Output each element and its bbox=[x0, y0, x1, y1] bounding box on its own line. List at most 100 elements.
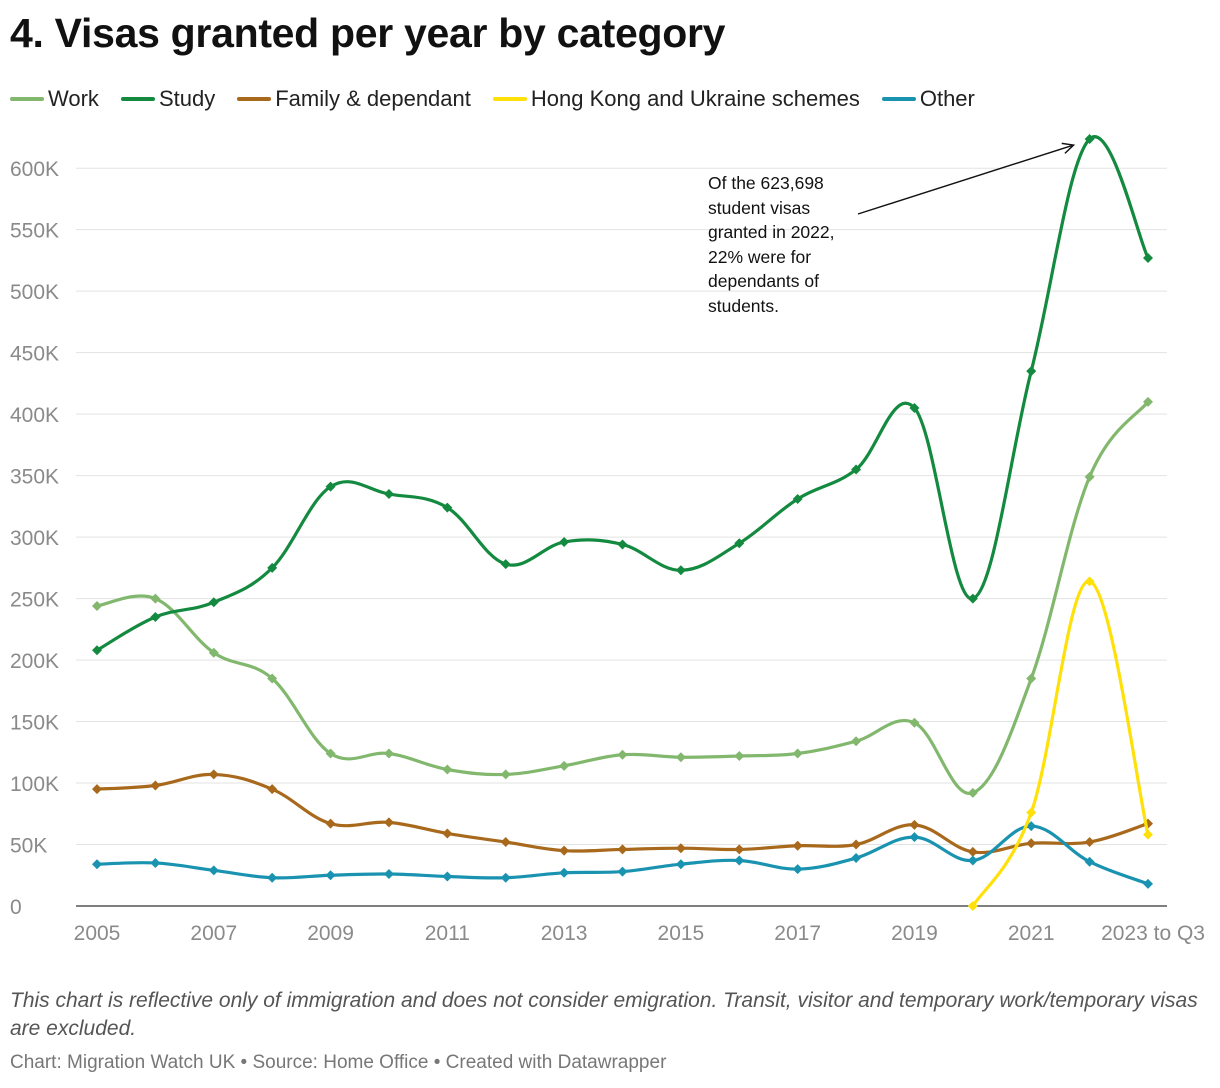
point-study-2019 bbox=[909, 402, 920, 413]
series-line-work bbox=[95, 400, 1150, 795]
point-study-2014 bbox=[617, 539, 628, 550]
point-work-2013 bbox=[559, 760, 570, 771]
point-hong-kong-and-ukraine-schemes-2023 bbox=[1143, 829, 1153, 840]
series-line-hong-kong-and-ukraine-schemes bbox=[971, 579, 1150, 908]
chart-credit: Chart: Migration Watch UK • Source: Home… bbox=[10, 1052, 667, 1073]
legend-label-other: Other bbox=[919, 86, 975, 111]
point-study-2010 bbox=[383, 489, 394, 500]
y-tick-label-550K: 550K bbox=[10, 220, 59, 243]
point-study-2008 bbox=[267, 562, 278, 573]
legend-item-work: Work bbox=[10, 86, 99, 112]
point-family-dependant-2008 bbox=[267, 784, 278, 795]
point-other-2013 bbox=[559, 867, 570, 878]
point-study-2023 bbox=[1143, 252, 1153, 263]
legend-item-other: Other bbox=[881, 86, 975, 112]
point-work-2008 bbox=[267, 673, 278, 684]
point-study-2006 bbox=[150, 612, 161, 623]
point-hong-kong-and-ukraine-schemes-2020 bbox=[967, 901, 978, 911]
chart-note: This chart is reflective only of immigra… bbox=[10, 989, 1198, 1040]
chart-title: 4. Visas granted per year by category bbox=[10, 10, 726, 56]
point-work-2019 bbox=[909, 717, 920, 728]
point-family-dependant-2009 bbox=[325, 818, 336, 829]
x-tick-label-2015: 2015 bbox=[658, 922, 705, 945]
point-work-2012 bbox=[500, 769, 511, 780]
point-work-2022 bbox=[1084, 471, 1095, 482]
point-work-2020 bbox=[967, 787, 978, 798]
y-tick-label-300K: 300K bbox=[10, 527, 59, 550]
point-study-2013 bbox=[559, 537, 570, 548]
point-other-2018 bbox=[851, 853, 862, 864]
y-tick-label-100K: 100K bbox=[10, 773, 59, 796]
point-work-2009 bbox=[325, 748, 336, 759]
legend-swatch-hk-ukraine bbox=[492, 97, 527, 101]
point-work-2014 bbox=[617, 749, 628, 760]
point-family-dependant-2019 bbox=[909, 819, 920, 830]
y-tick-label-250K: 250K bbox=[10, 589, 59, 612]
legend-swatch-work bbox=[10, 97, 44, 101]
point-family-dependant-2013 bbox=[559, 845, 570, 856]
point-other-2015 bbox=[675, 859, 686, 870]
point-other-2008 bbox=[267, 872, 278, 883]
y-tick-label-450K: 450K bbox=[10, 343, 59, 366]
point-family-dependant-2014 bbox=[617, 844, 628, 855]
point-work-2023 bbox=[1143, 396, 1153, 407]
annotation-arrowhead bbox=[1061, 142, 1076, 154]
point-family-dependant-2022 bbox=[1084, 837, 1095, 848]
point-other-2020 bbox=[967, 855, 978, 866]
series-line-family-dependant bbox=[95, 772, 1150, 855]
point-work-2006 bbox=[150, 593, 161, 604]
point-other-2014 bbox=[617, 866, 628, 877]
point-study-2011 bbox=[442, 502, 453, 513]
point-other-2016 bbox=[734, 855, 745, 866]
x-tick-label-2021: 2021 bbox=[1008, 922, 1055, 945]
series-line-study bbox=[95, 135, 1150, 652]
point-study-2017 bbox=[792, 493, 803, 504]
point-family-dependant-2018 bbox=[851, 839, 862, 850]
x-tick-label-2017: 2017 bbox=[774, 922, 821, 945]
legend-label-work: Work bbox=[48, 86, 99, 111]
point-family-dependant-2006 bbox=[150, 780, 161, 791]
y-tick-label-200K: 200K bbox=[10, 650, 59, 673]
point-study-2007 bbox=[208, 597, 219, 608]
point-study-2009 bbox=[325, 481, 336, 492]
y-tick-label-600K: 600K bbox=[10, 158, 59, 181]
point-family-dependant-2012 bbox=[500, 837, 511, 848]
point-study-2012 bbox=[500, 559, 511, 570]
point-other-2012 bbox=[500, 872, 511, 883]
point-hong-kong-and-ukraine-schemes-2021 bbox=[1026, 807, 1037, 818]
point-other-2010 bbox=[383, 869, 394, 880]
legend-swatch-family bbox=[237, 97, 272, 101]
x-tick-label-2005: 2005 bbox=[74, 922, 121, 945]
point-work-2010 bbox=[383, 748, 394, 759]
point-family-dependant-2007 bbox=[208, 769, 219, 780]
point-other-2006 bbox=[150, 857, 161, 868]
point-study-2015 bbox=[675, 565, 686, 576]
legend-swatch-study bbox=[120, 97, 155, 101]
x-tick-label-2013: 2013 bbox=[541, 922, 588, 945]
point-family-dependant-2020 bbox=[967, 846, 978, 857]
chart-annotation: Of the 623,698 student visas granted in … bbox=[708, 173, 835, 316]
point-other-2005 bbox=[92, 859, 102, 870]
point-family-dependant-2015 bbox=[675, 843, 686, 854]
y-tick-label-350K: 350K bbox=[10, 466, 59, 489]
legend-label-hk-ukraine: Hong Kong and Ukraine schemes bbox=[530, 86, 860, 111]
point-study-2005 bbox=[92, 645, 102, 656]
point-family-dependant-2010 bbox=[383, 817, 394, 828]
point-work-2005 bbox=[92, 600, 102, 611]
point-work-2018 bbox=[851, 736, 862, 747]
x-tick-label-2009: 2009 bbox=[307, 922, 354, 945]
x-tick-label-2023-to-Q3: 2023 to Q3 bbox=[1101, 922, 1205, 945]
legend-item-hk-ukraine: Hong Kong and Ukraine schemes bbox=[492, 86, 860, 112]
y-tick-label-150K: 150K bbox=[10, 712, 59, 735]
x-tick-label-2007: 2007 bbox=[190, 922, 237, 945]
point-other-2022 bbox=[1084, 856, 1095, 867]
legend-label-family: Family & dependant bbox=[275, 86, 471, 111]
point-family-dependant-2016 bbox=[734, 844, 745, 855]
y-tick-label-400K: 400K bbox=[10, 404, 59, 427]
point-work-2011 bbox=[442, 764, 453, 775]
point-study-2018 bbox=[851, 464, 862, 475]
y-tick-label-50K: 50K bbox=[10, 835, 47, 858]
legend-swatch-other bbox=[881, 97, 916, 101]
point-study-2016 bbox=[734, 538, 745, 549]
point-study-2021 bbox=[1026, 366, 1037, 377]
